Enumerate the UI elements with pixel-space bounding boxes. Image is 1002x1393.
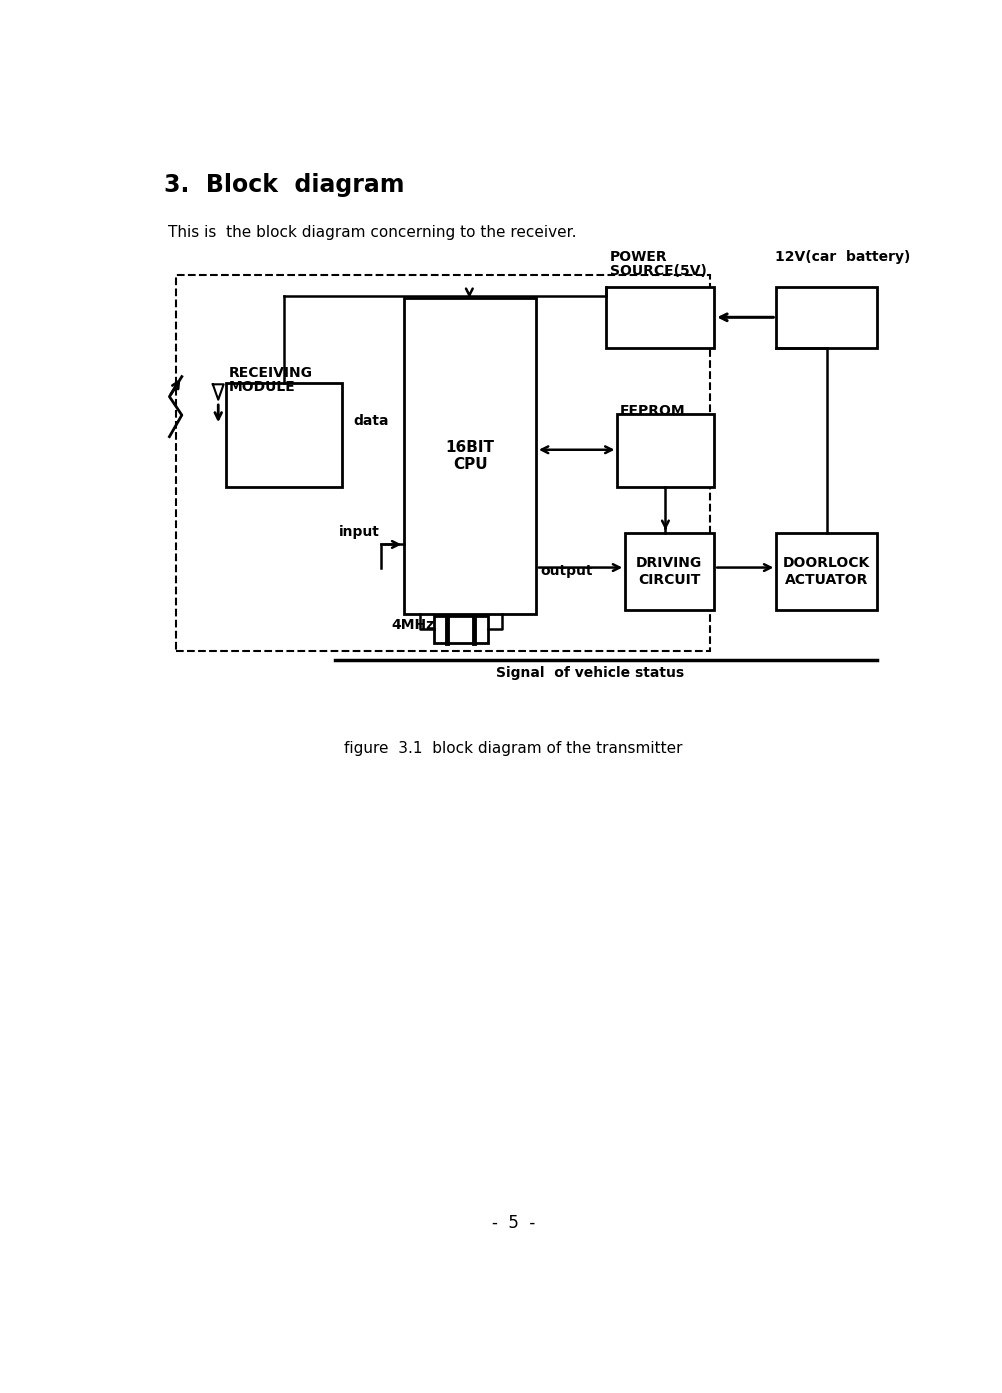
Text: figure  3.1  block diagram of the transmitter: figure 3.1 block diagram of the transmit… [345, 741, 682, 756]
Text: DRIVING
CIRCUIT: DRIVING CIRCUIT [636, 556, 702, 586]
Text: MODULE: MODULE [228, 380, 295, 394]
Bar [777, 534, 877, 610]
Text: 12V(car  battery): 12V(car battery) [775, 251, 910, 265]
Text: data: data [353, 414, 389, 428]
Text: 4MHz: 4MHz [392, 618, 435, 632]
Text: DOORLOCK
ACTUATOR: DOORLOCK ACTUATOR [783, 556, 871, 586]
Text: output: output [541, 564, 593, 578]
Bar [226, 383, 343, 486]
Text: SOURCE(5V): SOURCE(5V) [609, 265, 706, 279]
Text: Signal  of vehicle status: Signal of vehicle status [496, 666, 684, 680]
Text: RECEIVING: RECEIVING [228, 366, 313, 380]
Text: input: input [339, 525, 380, 539]
Bar [777, 287, 877, 348]
Bar [625, 534, 714, 610]
Text: -  5  -: - 5 - [492, 1215, 535, 1233]
Bar [617, 414, 714, 486]
Text: This is  the block diagram concerning to the receiver.: This is the block diagram concerning to … [168, 224, 576, 240]
Text: 16BIT
CPU: 16BIT CPU [446, 440, 495, 472]
Text: EEPROM: EEPROM [619, 404, 685, 418]
Bar [404, 298, 536, 614]
Text: POWER: POWER [609, 251, 667, 265]
Bar [606, 287, 714, 348]
Bar [434, 616, 488, 644]
Text: 3.  Block  diagram: 3. Block diagram [164, 173, 405, 198]
Bar [175, 274, 710, 651]
